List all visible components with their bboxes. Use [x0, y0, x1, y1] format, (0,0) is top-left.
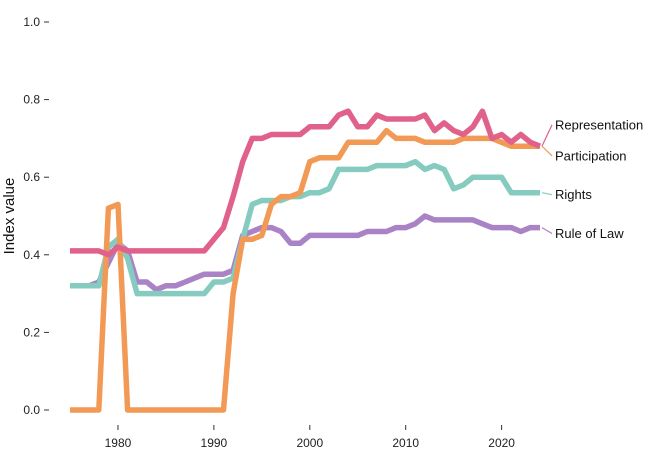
y-tick-label: 0.6: [23, 170, 40, 184]
x-tick-label: 2010: [392, 436, 419, 450]
x-axis: 1980 1990 2000 2010 2020: [105, 425, 515, 450]
series-label-rule-of-law: Rule of Law: [555, 226, 624, 241]
series-labels: Representation Participation Rights Rule of…: [541, 117, 643, 241]
series-line-representation: [70, 108, 542, 258]
y-axis: 0.0 0.2 0.4 0.6 0.8 1.0: [23, 15, 49, 417]
series-lines: [70, 108, 542, 413]
y-tick-label: 0.8: [23, 93, 40, 107]
x-tick-label: 1980: [105, 436, 132, 450]
y-axis-title: Index value: [1, 178, 18, 255]
y-tick-label: 0.2: [23, 325, 40, 339]
label-leader-representation: [541, 124, 553, 147]
label-leader-rights: [541, 192, 553, 196]
series-label-representation: Representation: [555, 117, 643, 132]
y-tick-label: 1.0: [23, 15, 40, 29]
series-line-rights: [70, 158, 540, 297]
label-leader-rule-of-law: [541, 227, 553, 234]
x-tick-label: 2020: [488, 436, 515, 450]
series-line-rule-of-law: [70, 213, 540, 293]
y-tick-label: 0.4: [23, 248, 40, 262]
x-tick-label: 2000: [296, 436, 323, 450]
label-leader-participation: [541, 145, 553, 157]
series-label-rights: Rights: [555, 187, 592, 202]
series-line-participation: [70, 127, 540, 413]
x-tick-label: 1990: [201, 436, 228, 450]
y-tick-label: 0.0: [23, 403, 40, 417]
series-label-participation: Participation: [555, 148, 627, 163]
